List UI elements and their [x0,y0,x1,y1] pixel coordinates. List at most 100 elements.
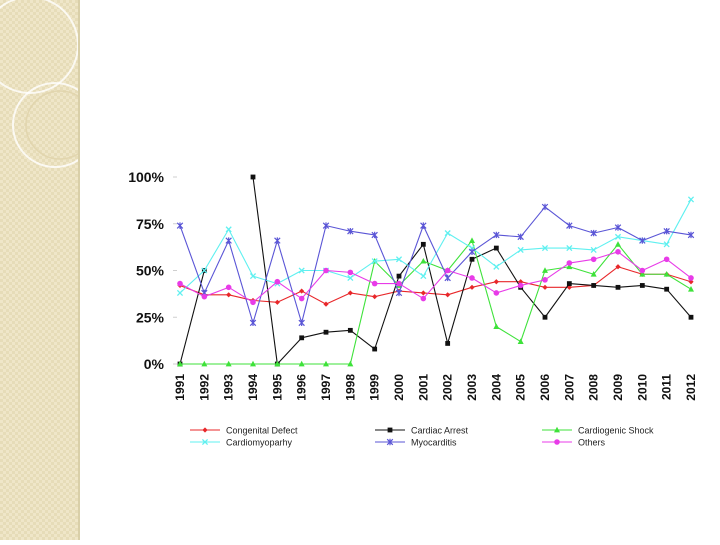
data-point-myocarditis [687,231,695,239]
data-point-others [396,280,402,287]
y-tick-label: 25% [136,309,165,325]
x-tick-label: 1995 [270,374,284,401]
x-tick-label: 2010 [635,374,649,401]
x-tick-label: 1993 [222,374,236,401]
data-point-others [420,295,427,302]
data-point-congenital-defect [323,301,329,307]
data-point-congenital-defect [274,299,280,305]
data-point-myocarditis [347,228,354,235]
data-point-others [517,282,524,289]
data-point-myocarditis [566,222,573,229]
data-point-others [201,293,208,300]
x-tick-label: 1997 [319,374,333,401]
data-point-others [493,290,500,296]
data-point-myocarditis [322,222,330,229]
data-point-cardiogenic-shock [615,241,621,247]
data-point-others [177,280,183,287]
data-point-congenital-defect [615,264,621,270]
data-point-others [444,267,451,274]
y-tick-label: 75% [136,216,165,232]
legend-marker [554,426,560,433]
data-point-cardiac-arrest [493,245,499,251]
data-point-others [615,249,621,255]
data-point-myocarditis [395,289,403,297]
data-point-cardiomyoparhy [347,274,354,282]
legend-item-myocarditis: Myocarditis [375,438,457,448]
series-line-cardiogenic-shock [180,240,692,365]
y-tick-label: 50% [136,263,165,279]
sidebar-divider [78,0,80,540]
data-point-cardiac-arrest [396,273,402,279]
data-point-others [225,284,232,291]
data-point-cardiomyoparhy [420,273,427,280]
data-point-cardiac-arrest [639,283,645,288]
data-point-others [663,256,670,263]
y-tick-label: 0% [144,356,165,372]
data-point-cardiac-arrest [591,283,597,288]
x-tick-label: 2008 [587,374,601,401]
data-point-myocarditis [493,231,500,239]
data-point-cardiac-arrest [469,256,475,262]
x-tick-label: 1991 [173,374,187,401]
data-point-cardiac-arrest [323,329,329,335]
data-point-cardiomyoparhy [395,256,403,263]
legend-label: Others [578,438,606,448]
data-point-cardiogenic-shock [420,257,427,264]
data-point-cardiogenic-shock [177,360,183,367]
data-point-cardiogenic-shock [688,286,694,292]
legend-label: Cardiogenic Shock [578,426,654,436]
data-point-myocarditis [371,231,378,239]
data-point-others [371,280,378,287]
data-point-cardiomyoparhy [371,258,378,265]
x-tick-label: 2009 [611,374,625,401]
x-tick-label: 1992 [197,374,211,401]
x-tick-label: 2011 [660,374,674,400]
data-point-myocarditis [176,222,184,229]
legend-label: Cardiac Arrest [411,426,469,436]
data-point-cardiac-arrest [664,286,670,292]
data-point-others [590,256,597,263]
data-point-others [298,295,305,302]
data-point-cardiogenic-shock [323,360,329,367]
x-tick-label: 2001 [416,374,430,401]
data-point-myocarditis [663,228,670,235]
data-point-cardiogenic-shock [274,360,281,367]
data-point-cardiac-arrest [250,174,256,180]
data-point-cardiac-arrest [299,335,305,341]
data-point-myocarditis [614,224,622,231]
data-point-congenital-defect [493,279,499,285]
data-point-cardiomyoparhy [176,289,184,296]
data-point-cardiomyoparhy [687,196,695,203]
x-tick-label: 2002 [441,374,455,401]
data-point-myocarditis [420,222,427,229]
data-point-cardiomyoparhy [663,241,670,248]
data-point-myocarditis [249,319,257,327]
legend-label: Cardiomyoparhy [226,438,293,448]
legend-label: Myocarditis [411,438,457,448]
x-tick-label: 2004 [489,374,503,401]
data-point-cardiomyoparhy [249,273,257,280]
data-point-cardiomyoparhy [444,230,451,237]
data-point-cardiogenic-shock [250,360,256,367]
data-point-congenital-defect [518,279,524,285]
legend-marker [386,438,394,446]
data-point-cardiomyoparhy [541,245,549,252]
data-point-congenital-defect [469,284,475,290]
data-point-cardiomyoparhy [298,267,305,274]
data-point-others [566,260,573,266]
data-point-congenital-defect [688,279,694,285]
data-point-myocarditis [541,203,549,211]
data-point-cardiac-arrest [542,314,548,320]
x-tick-label: 1994 [246,374,260,401]
x-tick-label: 1996 [295,374,309,401]
x-tick-label: 1998 [343,374,357,401]
series-line-myocarditis [179,206,692,324]
data-point-cardiogenic-shock [469,237,475,243]
x-tick-label: 1999 [368,374,382,401]
data-point-cardiogenic-shock [542,267,548,273]
data-point-congenital-defect [420,290,426,296]
data-point-cardiac-arrest [420,241,426,247]
data-point-cardiogenic-shock [298,360,305,367]
data-point-cardiogenic-shock [566,263,573,270]
